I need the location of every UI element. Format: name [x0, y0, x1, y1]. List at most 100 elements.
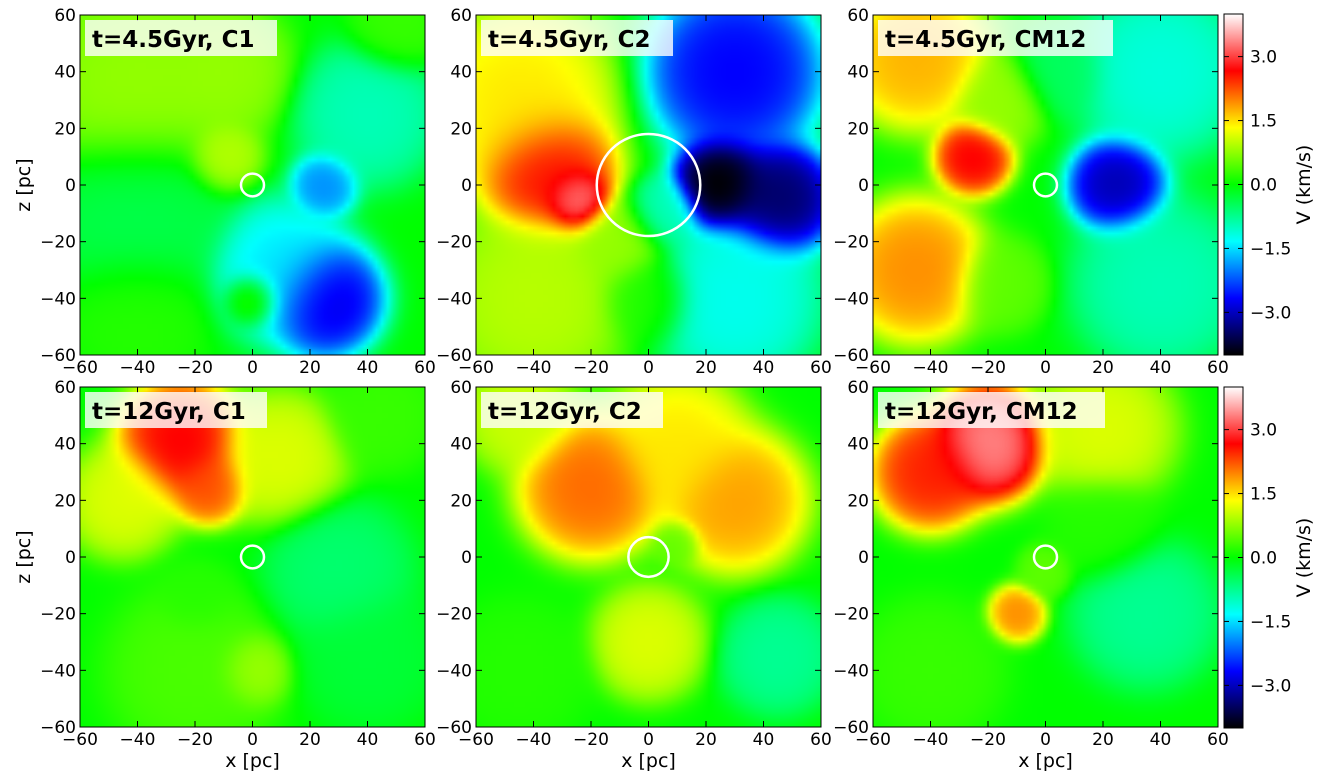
y-tick-label: −60	[436, 346, 472, 366]
colorbar-tick-label: 0.0	[1250, 176, 1277, 196]
y-tick-label: −40	[40, 661, 76, 681]
panel-1: −60 −40 −20 0 20 40 60 −60 −40 −20 0 20 40 60 z [pc] t=…	[13, 6, 436, 378]
x-tick-label: 20	[695, 358, 717, 378]
colorbar-tick-label: −1.5	[1250, 612, 1291, 632]
panel-title-box	[481, 392, 663, 428]
y-tick-label: 0	[858, 548, 869, 568]
x-tick-label: −40	[120, 730, 156, 750]
y-tick-label: −60	[436, 718, 472, 738]
x-tick-label: −40	[120, 358, 156, 378]
x-tick-label: −40	[516, 730, 552, 750]
y-axis-label: z [pc]	[13, 530, 35, 583]
y-tick-label: 20	[450, 119, 472, 139]
y-tick-label: −60	[40, 346, 76, 366]
panel-title: t=12Gyr, C2	[488, 399, 642, 425]
colorbar-label: V (km/s)	[1293, 518, 1315, 598]
y-tick-label: 60	[450, 378, 472, 398]
x-tick-label: −20	[177, 730, 213, 750]
colorbars: 3.0 1.5 0.0 −1.5 −3.0 V (km/s) 3.0 1.5 0.0 −1.5 −3…	[1223, 13, 1315, 729]
cluster-circle	[1032, 544, 1059, 570]
x-tick-label: 60	[1207, 358, 1229, 378]
x-tick-label: −20	[573, 358, 609, 378]
panel-2: −60 −40 −20 0 20 40 60 −60 −40 −20 0 20 40 60 t=4.5Gyr…	[436, 6, 832, 378]
colorbar-tick-label: 3.0	[1250, 48, 1277, 68]
x-tick-label: 20	[1092, 730, 1114, 750]
panel-title: t=12Gyr, C1	[92, 399, 246, 425]
colorbar-2: 3.0 1.5 0.0 −1.5 −3.0 V (km/s)	[1223, 386, 1315, 729]
x-tick-label: −40	[913, 730, 949, 750]
y-tick-label: −20	[833, 605, 869, 625]
y-tick-label: 0	[65, 548, 76, 568]
y-tick-label: 20	[847, 491, 869, 511]
panel-5: −60 −40 −20 0 20 40 60 −60 −40 −20 0 20 40 60 x [pc] t=…	[436, 378, 832, 772]
x-tick-label: −60	[458, 730, 494, 750]
panel-3: −60 −40 −20 0 20 40 60 −60 −40 −20 0 20 40 60 t=4.5Gyr…	[833, 6, 1229, 378]
y-tick-label: 60	[54, 378, 76, 398]
cluster-circle	[595, 132, 702, 238]
y-tick-label: 40	[847, 63, 869, 83]
y-tick-label: −20	[436, 605, 472, 625]
y-tick-label: 20	[847, 119, 869, 139]
x-tick-label: 20	[299, 358, 321, 378]
y-tick-label: 0	[461, 176, 472, 196]
y-tick-label: 60	[847, 378, 869, 398]
y-tick-label: 0	[461, 548, 472, 568]
x-tick-label: −40	[516, 358, 552, 378]
panel-title-box	[878, 20, 1113, 56]
y-tick-label: −60	[40, 718, 76, 738]
x-tick-label: 60	[1207, 730, 1229, 750]
y-tick-label: 40	[54, 63, 76, 83]
x-tick-label: 0	[643, 358, 654, 378]
y-tick-label: −60	[833, 346, 869, 366]
velocity-map-1	[80, 15, 425, 355]
x-tick-label: −60	[855, 730, 891, 750]
velocity-map-2	[476, 15, 821, 355]
velocity-map-6	[873, 387, 1218, 727]
panel-title: t=4.5Gyr, CM12	[885, 27, 1086, 53]
x-tick-label: 60	[810, 358, 832, 378]
x-tick-label: −20	[970, 730, 1006, 750]
y-tick-label: 40	[450, 63, 472, 83]
x-tick-label: −20	[573, 730, 609, 750]
y-tick-label: −20	[833, 233, 869, 253]
y-axis-label: z [pc]	[13, 158, 35, 211]
x-tick-label: 20	[695, 730, 717, 750]
x-tick-label: −60	[855, 358, 891, 378]
panel-title-box	[85, 20, 277, 56]
y-tick-label: 60	[54, 6, 76, 26]
y-tick-label: −20	[40, 605, 76, 625]
cluster-circle	[1032, 172, 1059, 198]
y-tick-label: −60	[833, 718, 869, 738]
y-tick-label: 60	[450, 6, 472, 26]
cluster-circle	[239, 544, 266, 570]
x-tick-label: −40	[913, 358, 949, 378]
x-tick-label: −20	[177, 358, 213, 378]
x-tick-label: 40	[357, 358, 379, 378]
y-tick-label: 20	[54, 119, 76, 139]
colorbar-tick-label: 0.0	[1250, 549, 1277, 569]
y-tick-label: −40	[40, 289, 76, 309]
cluster-circle	[627, 535, 670, 579]
x-axis-label: x [pc]	[621, 750, 676, 772]
y-tick-label: −40	[436, 661, 472, 681]
x-tick-label: −60	[62, 730, 98, 750]
panel-title-box	[481, 20, 673, 56]
colorbar-tick-label: 1.5	[1250, 485, 1277, 505]
panel-6: −60 −40 −20 0 20 40 60 −60 −40 −20 0 20 40 60 x [pc] t=…	[833, 378, 1229, 772]
y-tick-label: 0	[858, 176, 869, 196]
colorbar-label: V (km/s)	[1293, 145, 1315, 225]
x-tick-label: 0	[247, 730, 258, 750]
x-tick-label: 20	[299, 730, 321, 750]
panel-title-box	[85, 392, 267, 428]
colorbar-tick-label: −3.0	[1250, 303, 1291, 323]
x-tick-label: 60	[810, 730, 832, 750]
x-tick-label: 0	[1040, 358, 1051, 378]
y-tick-label: 0	[65, 176, 76, 196]
x-axis-label: x [pc]	[225, 750, 280, 772]
velocity-map-5	[476, 387, 821, 727]
x-tick-label: 40	[357, 730, 379, 750]
x-tick-label: 0	[247, 358, 258, 378]
panel-title: t=12Gyr, CM12	[885, 399, 1078, 425]
panel-title-box	[878, 392, 1105, 428]
